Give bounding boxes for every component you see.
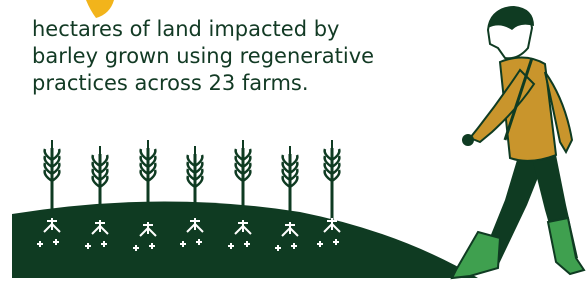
caption-line: barley grown using regenerative — [32, 44, 374, 68]
numeral-fragment — [86, 0, 114, 18]
walking-person — [452, 6, 584, 278]
page: hectares of land impacted by barley grow… — [0, 0, 588, 284]
caption-line: practices across 23 farms. — [32, 71, 309, 95]
illustration: hectares of land impacted by barley grow… — [0, 0, 588, 284]
hill — [12, 201, 478, 278]
caption-line: hectares of land impacted by — [32, 17, 339, 41]
